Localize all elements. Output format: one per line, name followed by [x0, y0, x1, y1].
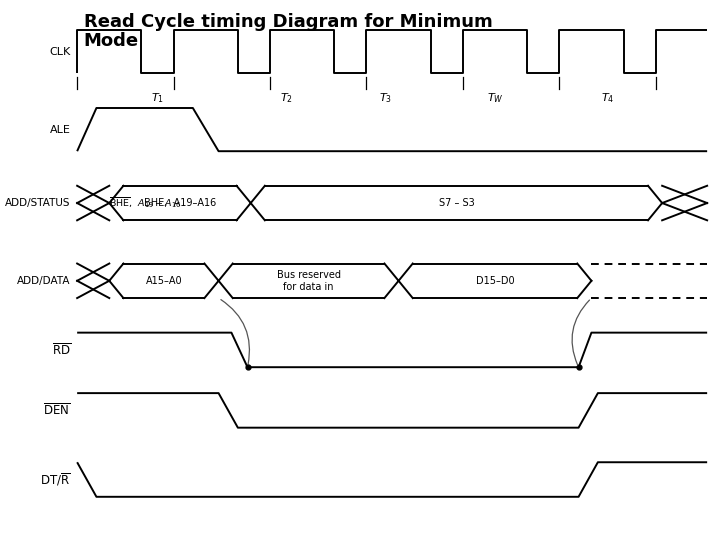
Text: ALE: ALE: [50, 125, 71, 134]
Text: ADD/DATA: ADD/DATA: [17, 276, 71, 286]
Text: ADD/STATUS: ADD/STATUS: [5, 198, 71, 208]
Text: $T_1$: $T_1$: [151, 92, 164, 105]
Text: $\overline{\mathrm{BHE}}$,  $A_{19}-A_{16}$: $\overline{\mathrm{BHE}}$, $A_{19}-A_{16…: [109, 195, 181, 210]
Text: $\overline{\mathrm{RD}}$: $\overline{\mathrm{RD}}$: [52, 342, 71, 357]
Text: $T_2$: $T_2$: [279, 92, 292, 105]
Text: $T_3$: $T_3$: [379, 92, 392, 105]
Text: $\mathrm{DT/\overline{R}}$: $\mathrm{DT/\overline{R}}$: [40, 471, 71, 488]
Text: A15–A0: A15–A0: [145, 276, 182, 286]
Text: Mode: Mode: [84, 32, 139, 50]
Text: $T_W$: $T_W$: [487, 92, 503, 105]
Text: S7 – S3: S7 – S3: [438, 198, 474, 208]
Text: Read Cycle timing Diagram for Minimum: Read Cycle timing Diagram for Minimum: [84, 13, 492, 31]
Text: D15–D0: D15–D0: [476, 276, 514, 286]
Text: Bus reserved
for data in: Bus reserved for data in: [276, 270, 341, 292]
Text: BHE,  A19–A16: BHE, A19–A16: [144, 198, 216, 208]
Text: $\overline{\mathrm{DEN}}$: $\overline{\mathrm{DEN}}$: [43, 403, 71, 418]
Text: $T_4$: $T_4$: [600, 92, 614, 105]
Text: CLK: CLK: [50, 47, 71, 57]
